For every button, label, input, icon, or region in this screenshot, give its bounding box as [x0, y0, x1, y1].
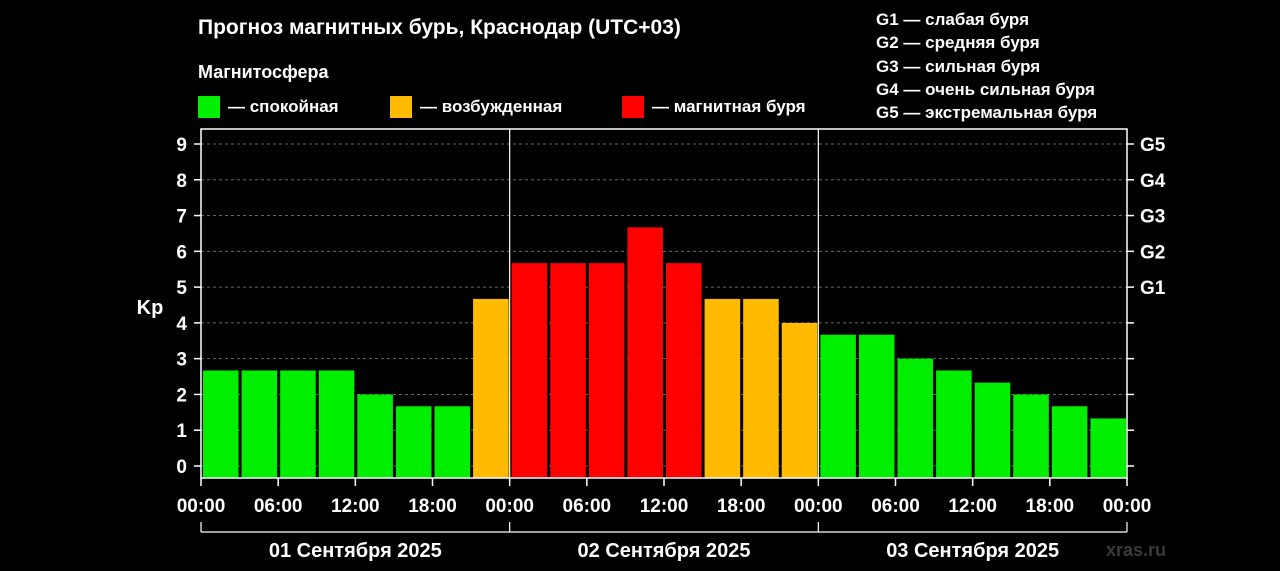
bar	[704, 298, 741, 478]
day-label: 03 Сентября 2025	[886, 540, 1059, 562]
day-label: 02 Сентября 2025	[578, 540, 751, 562]
storm-scale-g5: G5 — экстремальная буря	[876, 103, 1098, 123]
legend-swatch-active	[390, 96, 412, 118]
y-tick-label: 0	[176, 457, 187, 478]
bar	[858, 334, 895, 478]
bar	[280, 370, 316, 478]
y-tick-label: 1	[176, 421, 187, 442]
x-tick-label: 18:00	[408, 496, 457, 517]
bar	[743, 298, 779, 478]
legend-swatch-quiet	[198, 96, 220, 118]
x-tick-label: 00:00	[177, 496, 226, 517]
watermark: xras.ru	[1106, 540, 1167, 560]
g-scale-label: G1	[1140, 278, 1166, 299]
legend-swatch-storm	[622, 96, 644, 118]
y-axis-label: Kp	[137, 297, 164, 319]
bar	[974, 382, 1011, 478]
bar	[241, 370, 278, 478]
bar	[318, 370, 355, 478]
chart-subtitle: Магнитосфера	[198, 62, 329, 82]
bar	[550, 263, 586, 478]
y-tick-label: 2	[176, 385, 187, 406]
y-tick-label: 3	[176, 350, 187, 371]
day-label: 01 Сентября 2025	[269, 540, 442, 562]
bar	[203, 370, 239, 478]
x-tick-label: 12:00	[640, 496, 689, 517]
g-scale-label: G2	[1140, 242, 1165, 263]
y-tick-label: 9	[176, 135, 187, 156]
bar	[1090, 418, 1126, 478]
x-tick-label: 12:00	[331, 496, 380, 517]
x-tick-label: 00:00	[794, 496, 843, 517]
storm-scale-g3: G3 — сильная буря	[876, 56, 1041, 76]
bar	[1013, 394, 1049, 478]
y-tick-label: 8	[176, 171, 187, 192]
storm-scale-g2: G2 — средняя буря	[876, 33, 1040, 53]
bar	[434, 406, 471, 478]
bar	[666, 263, 702, 478]
g-scale-label: G3	[1140, 207, 1165, 228]
x-tick-label: 00:00	[485, 496, 534, 517]
bar	[588, 263, 625, 478]
y-tick-label: 4	[176, 314, 187, 335]
bar	[897, 358, 934, 478]
legend-label-quiet: — спокойная	[228, 97, 339, 116]
x-tick-label: 06:00	[871, 496, 920, 517]
x-tick-label: 18:00	[717, 496, 766, 517]
bar	[820, 334, 856, 478]
legend-item-storm: — магнитная буря	[622, 96, 806, 118]
y-tick-label: 6	[176, 242, 187, 263]
chart-title: Прогноз магнитных бурь, Краснодар (UTC+0…	[198, 16, 681, 39]
storm-scale-g1: G1 — слабая буря	[876, 10, 1030, 29]
x-tick-label: 18:00	[1026, 496, 1075, 517]
storm-scale-g4: G4 — очень сильная буря	[876, 79, 1095, 99]
bar	[627, 227, 663, 478]
x-tick-label: 00:00	[1103, 496, 1152, 517]
x-tick-label: 12:00	[948, 496, 997, 517]
g-scale-label: G5	[1140, 135, 1166, 156]
bar	[781, 322, 818, 478]
legend-item-active: — возбужденная	[390, 96, 562, 118]
bar	[395, 406, 432, 478]
bar	[357, 394, 393, 478]
y-tick-label: 7	[176, 207, 187, 228]
legend-item-quiet: — спокойная	[198, 96, 339, 118]
bar	[936, 370, 972, 478]
y-tick-label: 5	[176, 278, 187, 299]
storm-scale-legend: G1 — слабая буря G2 — средняя буря G3 — …	[876, 8, 1097, 124]
x-tick-label: 06:00	[254, 496, 303, 517]
legend-label-storm: — магнитная буря	[652, 97, 806, 116]
legend-label-active: — возбужденная	[420, 97, 563, 116]
x-tick-label: 06:00	[563, 496, 612, 517]
bar	[473, 298, 509, 478]
bar	[1051, 406, 1088, 478]
g-scale-label: G4	[1140, 171, 1166, 192]
bar	[511, 263, 548, 478]
